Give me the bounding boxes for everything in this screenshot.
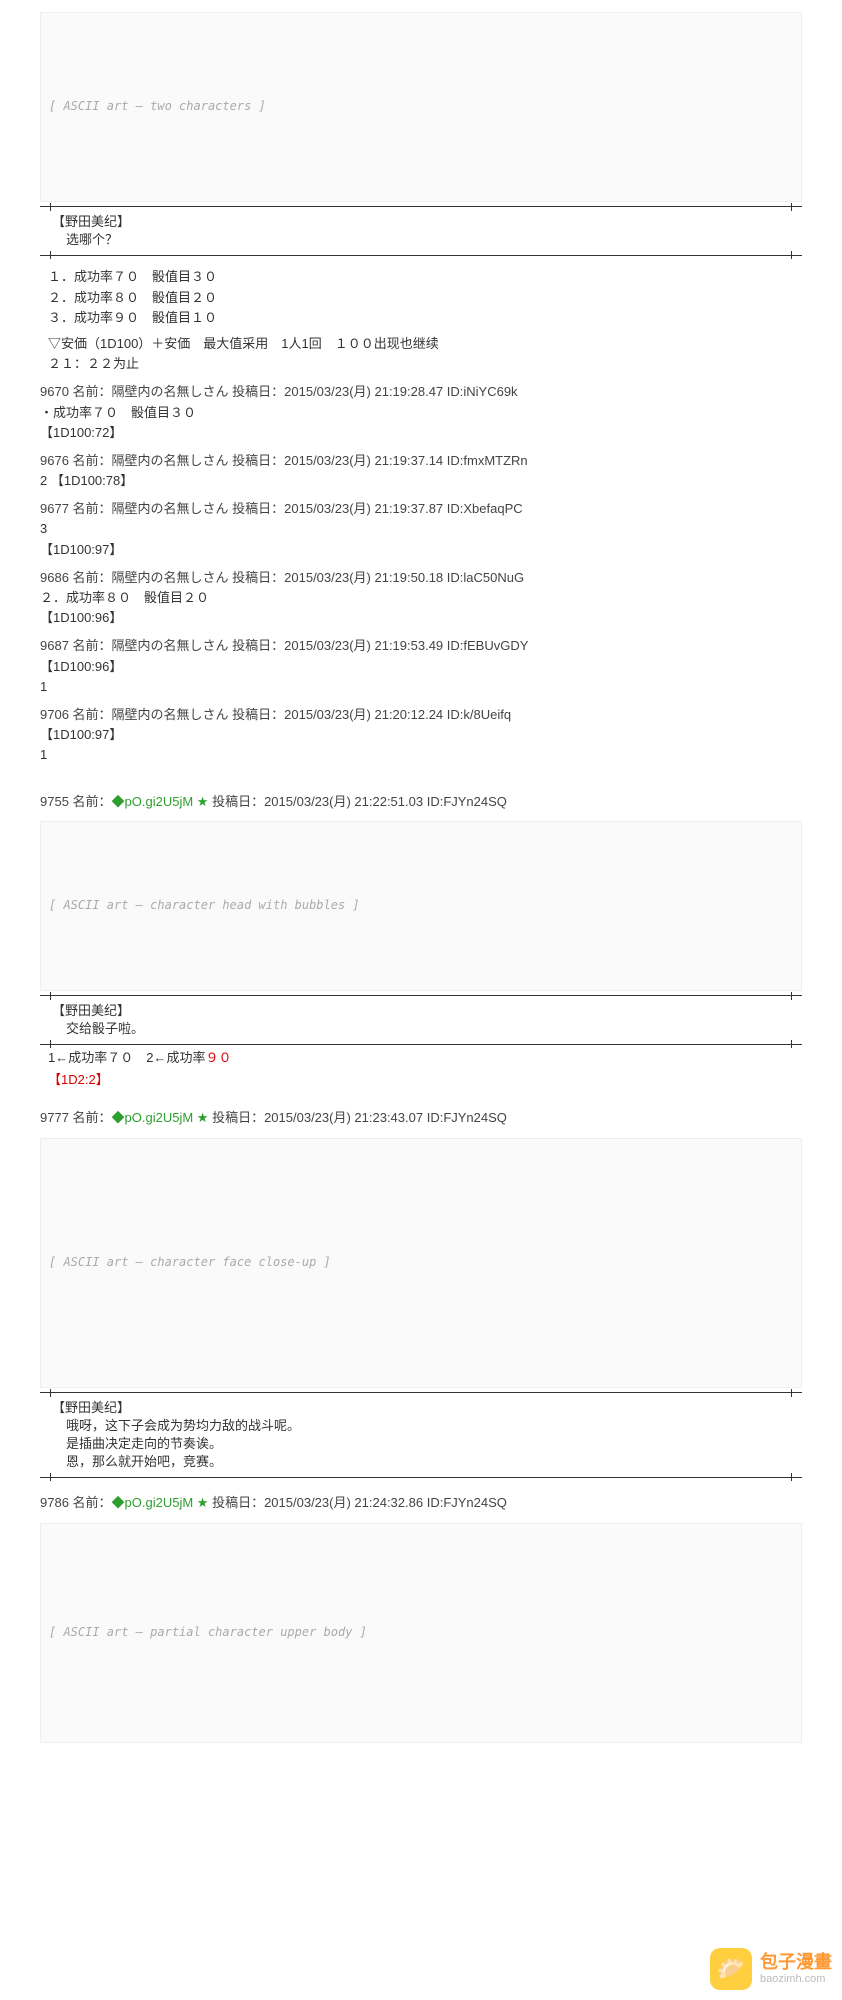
post-header: 9755 名前：◆pO.gi2U5jM ★ 投稿日：2015/03/23(月) … — [40, 793, 802, 811]
post-meta: 名前：隔壁内の名無しさん 投稿日：2015/03/23(月) 21:19:50.… — [69, 570, 524, 585]
dialogue-line: 哦呀，这下子会成为势均力敌的战斗呢。 — [52, 1417, 790, 1435]
post-body: 【1D100:96】 — [40, 609, 802, 627]
ascii-art-4: [ ASCII art — partial character upper bo… — [40, 1523, 802, 1743]
tripcode: ◆pO.gi2U5jM — [112, 794, 194, 809]
post-body: 【1D100:72】 — [40, 424, 802, 442]
post-body: 2 【1D100:78】 — [40, 472, 802, 490]
post-meta: 投稿日：2015/03/23(月) 21:23:43.07 ID:FJYn24S… — [208, 1110, 506, 1125]
post-no: 9755 — [40, 794, 69, 809]
ascii-art-3: [ ASCII art — character face close-up ] — [40, 1138, 802, 1388]
ascii-placeholder-1: [ ASCII art — two characters ] — [49, 100, 266, 113]
result-text: 1←成功率７０ 2←成功率 — [48, 1050, 205, 1065]
post-header: 9706 名前：隔壁内の名無しさん 投稿日：2015/03/23(月) 21:2… — [40, 706, 802, 724]
post-meta: 名前：隔壁内の名無しさん 投稿日：2015/03/23(月) 21:19:37.… — [69, 501, 523, 516]
post-body: 1 — [40, 678, 802, 696]
post-header: 9670 名前：隔壁内の名無しさん 投稿日：2015/03/23(月) 21:1… — [40, 383, 802, 401]
post-body: 1 — [40, 746, 802, 764]
post-no: 9786 — [40, 1495, 69, 1510]
post-pre: 名前： — [69, 1110, 112, 1125]
reply-post: 9706 名前：隔壁内の名無しさん 投稿日：2015/03/23(月) 21:2… — [40, 706, 802, 765]
post-body: 【1D100:97】 — [40, 541, 802, 559]
post-no: 9687 — [40, 638, 69, 653]
dice-result-row: 1←成功率７０ 2←成功率９０ — [40, 1049, 802, 1067]
reply-post: 9676 名前：隔壁内の名無しさん 投稿日：2015/03/23(月) 21:1… — [40, 452, 802, 490]
character-name: 【野田美纪】 — [52, 1002, 790, 1020]
tripcode: ◆pO.gi2U5jM — [112, 1110, 194, 1125]
post-header: 9676 名前：隔壁内の名無しさん 投稿日：2015/03/23(月) 21:1… — [40, 452, 802, 470]
dialogue-line: 选哪个？ — [52, 231, 790, 249]
post-no: 9706 — [40, 707, 69, 722]
ascii-placeholder-2: [ ASCII art — character head with bubble… — [49, 899, 360, 912]
post-no: 9777 — [40, 1110, 69, 1125]
tripcode: ◆pO.gi2U5jM — [112, 1495, 194, 1510]
post-body: 【1D100:97】 — [40, 726, 802, 744]
post-header: 9777 名前：◆pO.gi2U5jM ★ 投稿日：2015/03/23(月) … — [40, 1109, 802, 1127]
post-header: 9687 名前：隔壁内の名無しさん 投稿日：2015/03/23(月) 21:1… — [40, 637, 802, 655]
post-no: 9686 — [40, 570, 69, 585]
op-post: 9755 名前：◆pO.gi2U5jM ★ 投稿日：2015/03/23(月) … — [40, 793, 802, 811]
post-meta: 名前：隔壁内の名無しさん 投稿日：2015/03/23(月) 21:19:37.… — [69, 453, 528, 468]
post-meta: 投稿日：2015/03/23(月) 21:22:51.03 ID:FJYn24S… — [208, 794, 506, 809]
star-icon: ★ — [193, 1495, 208, 1510]
op-post: 9777 名前：◆pO.gi2U5jM ★ 投稿日：2015/03/23(月) … — [40, 1109, 802, 1127]
dialogue-box-2: 【野田美纪】 交给骰子啦。 — [40, 995, 802, 1045]
post-body: 【1D100:96】 — [40, 658, 802, 676]
star-icon: ★ — [193, 1110, 208, 1125]
reply-post: 9686 名前：隔壁内の名無しさん 投稿日：2015/03/23(月) 21:1… — [40, 569, 802, 628]
watermark-url: baozimh.com — [760, 1973, 832, 1985]
post-meta: 名前：隔壁内の名無しさん 投稿日：2015/03/23(月) 21:19:53.… — [69, 638, 528, 653]
watermark-title: 包子漫畫 — [760, 1953, 832, 1973]
post-meta: 投稿日：2015/03/23(月) 21:24:32.86 ID:FJYn24S… — [208, 1495, 506, 1510]
dialogue-line: 恩，那么就开始吧，竞赛。 — [52, 1453, 790, 1471]
dialogue-line: 是插曲决定走向的节奏诶。 — [52, 1435, 790, 1453]
deadline: ２１：２２为止 — [48, 355, 802, 373]
post-meta: 名前：隔壁内の名無しさん 投稿日：2015/03/23(月) 21:20:12.… — [69, 707, 511, 722]
post-header: 9677 名前：隔壁内の名無しさん 投稿日：2015/03/23(月) 21:1… — [40, 500, 802, 518]
ascii-placeholder-3: [ ASCII art — character face close-up ] — [49, 1256, 331, 1269]
result-highlight: ９０ — [205, 1050, 231, 1065]
ascii-placeholder-4: [ ASCII art — partial character upper bo… — [49, 1626, 367, 1639]
ankare-line: ▽安価（1D100）＋安価 最大值采用 1人1回 １００出现也继续 — [48, 335, 802, 353]
post-body: 3 — [40, 520, 802, 538]
choice-3: ３．成功率９０ 骰值目１０ — [48, 309, 802, 327]
reply-post: 9670 名前：隔壁内の名無しさん 投稿日：2015/03/23(月) 21:1… — [40, 383, 802, 442]
op-post: 9786 名前：◆pO.gi2U5jM ★ 投稿日：2015/03/23(月) … — [40, 1494, 802, 1512]
ascii-art-1: [ ASCII art — two characters ] — [40, 12, 802, 202]
post-body: ２．成功率８０ 骰值目２０ — [40, 589, 802, 607]
post-no: 9677 — [40, 501, 69, 516]
character-name: 【野田美纪】 — [52, 1399, 790, 1417]
post-header: 9786 名前：◆pO.gi2U5jM ★ 投稿日：2015/03/23(月) … — [40, 1494, 802, 1512]
reply-post: 9687 名前：隔壁内の名無しさん 投稿日：2015/03/23(月) 21:1… — [40, 637, 802, 696]
dialogue-line: 交给骰子啦。 — [52, 1020, 790, 1038]
post-body: ・成功率７０ 骰值目３０ — [40, 404, 802, 422]
choice-2: ２．成功率８０ 骰值目２０ — [48, 289, 802, 307]
post-header: 9686 名前：隔壁内の名無しさん 投稿日：2015/03/23(月) 21:1… — [40, 569, 802, 587]
watermark-text: 包子漫畫 baozimh.com — [760, 1953, 832, 1985]
post-no: 9676 — [40, 453, 69, 468]
watermark-logo-icon: 🥟 — [710, 1948, 752, 1990]
choice-1: １．成功率７０ 骰值目３０ — [48, 268, 802, 286]
dialogue-box-1: 【野田美纪】 选哪个？ — [40, 206, 802, 256]
ascii-art-2: [ ASCII art — character head with bubble… — [40, 821, 802, 991]
post-no: 9670 — [40, 384, 69, 399]
star-icon: ★ — [193, 794, 208, 809]
watermark: 🥟 包子漫畫 baozimh.com — [710, 1948, 832, 1990]
post-meta: 名前：隔壁内の名無しさん 投稿日：2015/03/23(月) 21:19:28.… — [69, 384, 518, 399]
reply-post: 9677 名前：隔壁内の名無しさん 投稿日：2015/03/23(月) 21:1… — [40, 500, 802, 559]
post-pre: 名前： — [69, 1495, 112, 1510]
dialogue-box-3: 【野田美纪】 哦呀，这下子会成为势均力敌的战斗呢。 是插曲决定走向的节奏诶。 恩… — [40, 1392, 802, 1479]
post-pre: 名前： — [69, 794, 112, 809]
character-name: 【野田美纪】 — [52, 213, 790, 231]
choices-section: １．成功率７０ 骰值目３０ ２．成功率８０ 骰值目２０ ３．成功率９０ 骰值目１… — [48, 268, 802, 373]
dice-roll: 【1D2:2】 — [40, 1071, 802, 1089]
